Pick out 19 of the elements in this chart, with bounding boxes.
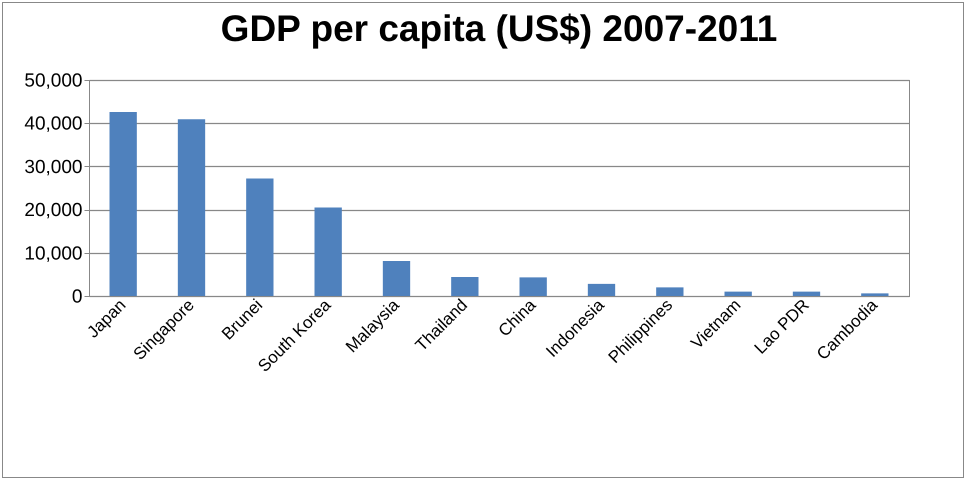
bar	[110, 112, 137, 296]
bar	[588, 284, 616, 296]
bar	[451, 276, 478, 296]
bar	[792, 292, 820, 296]
bar	[724, 292, 752, 296]
bar	[656, 287, 684, 296]
bar	[520, 277, 547, 296]
y-tick-label: 40,000	[24, 114, 82, 135]
bar	[178, 119, 206, 296]
y-tick-label: 30,000	[24, 156, 82, 178]
bar	[861, 293, 888, 296]
y-tick-label: 0	[72, 286, 82, 308]
bar	[246, 178, 274, 296]
bar	[314, 207, 342, 296]
y-tick-label: 10,000	[24, 243, 82, 264]
chart-title: GDP per capita (US$) 2007-2011	[220, 8, 778, 49]
bar	[382, 261, 410, 296]
y-tick-label: 20,000	[24, 200, 82, 222]
y-tick-label: 50,000	[24, 70, 82, 92]
